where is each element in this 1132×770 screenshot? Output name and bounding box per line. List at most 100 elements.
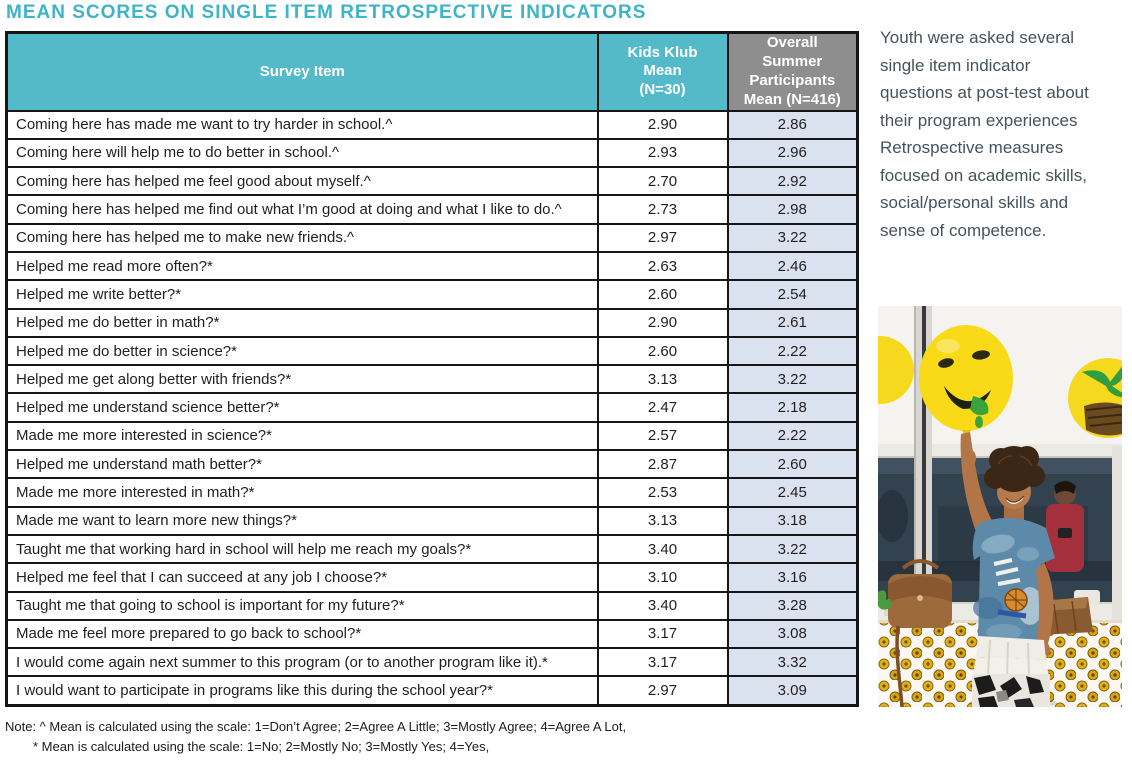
survey-item-cell: Helped me feel that I can succeed at any… — [5, 562, 599, 593]
kids-klub-mean-cell: 3.17 — [596, 618, 729, 650]
table-row: Taught me that going to school is import… — [5, 590, 859, 621]
kids-klub-mean-cell: 3.40 — [596, 533, 729, 565]
sidebar-line: sense of competence. — [880, 220, 1047, 240]
kids-klub-mean-cell: 2.97 — [596, 222, 729, 253]
survey-item-cell: Helped me get along better with friends?… — [5, 364, 599, 395]
survey-item-cell: Coming here has helped me to make new fr… — [5, 222, 599, 253]
overall-mean-cell: 3.28 — [726, 590, 859, 621]
overall-mean-cell: 2.61 — [726, 307, 859, 338]
kids-klub-mean-cell: 2.97 — [596, 675, 729, 707]
survey-item-cell: Helped me read more often?* — [5, 250, 599, 282]
overall-mean-cell: 2.60 — [726, 449, 859, 480]
footnote-asterisk-scale: * Mean is calculated using the scale: 1=… — [33, 739, 490, 754]
emoji-balloon-main — [919, 325, 1013, 438]
overall-mean-cell: 3.22 — [726, 364, 859, 395]
sidebar-paragraph: Youth were asked several single item ind… — [880, 24, 1125, 244]
table-row: Helped me do better in science?* 2.60 2.… — [5, 335, 859, 367]
table-row: Helped me get along better with friends?… — [5, 364, 859, 395]
sidebar-line: questions at post-test about — [880, 83, 1089, 102]
table-row: Coming here has helped me find out what … — [5, 194, 859, 225]
kids-klub-mean-cell: 2.90 — [596, 109, 729, 140]
kids-klub-mean-cell: 2.73 — [596, 194, 729, 225]
overall-mean-cell: 3.22 — [726, 533, 859, 565]
overall-mean-cell: 2.86 — [726, 109, 859, 140]
table-row: Made me more interested in science?* 2.5… — [5, 420, 859, 452]
survey-item-cell: Taught me that working hard in school wi… — [5, 533, 599, 565]
overall-mean-cell: 2.22 — [726, 335, 859, 367]
overall-mean-cell: 2.98 — [726, 194, 859, 225]
kids-klub-mean-cell: 2.57 — [596, 420, 729, 452]
survey-item-cell: Helped me understand science better?* — [5, 392, 599, 423]
sidebar-line: focused on academic skills, — [880, 165, 1087, 185]
header-survey-item: Survey Item — [5, 31, 599, 112]
table-row: I would come again next summer to this p… — [5, 647, 859, 678]
kids-klub-mean-cell: 3.17 — [596, 647, 729, 678]
table-row: Coming here has made me want to try hard… — [5, 109, 859, 140]
sidebar-line: social/personal skills and — [880, 193, 1069, 212]
overall-mean-cell: 2.45 — [726, 477, 859, 508]
header-survey-item-label: Survey Item — [259, 63, 345, 81]
table-row: Made me more interested in math?* 2.53 2… — [5, 477, 859, 508]
survey-item-cell: Coming here will help me to do better in… — [5, 137, 599, 169]
table-row: Helped me understand science better?* 2.… — [5, 392, 859, 423]
kids-klub-mean-cell: 2.90 — [596, 307, 729, 338]
header-kids-klub-mean: Kids Klub Mean (N=30) — [596, 31, 729, 112]
overall-mean-cell: 3.09 — [726, 675, 859, 707]
overall-mean-cell: 2.22 — [726, 420, 859, 452]
window-reflection-person — [1046, 481, 1084, 572]
sidebar-line: Youth were asked several — [880, 28, 1075, 47]
survey-item-cell: Taught me that going to school is import… — [5, 590, 599, 621]
overall-mean-cell: 2.96 — [726, 137, 859, 169]
kids-klub-mean-cell: 2.70 — [596, 166, 729, 197]
scores-table: Survey Item Kids Klub Mean (N=30) Overal… — [5, 31, 859, 707]
table-row: Helped me read more often?* 2.63 2.46 — [5, 250, 859, 282]
table-header: Survey Item Kids Klub Mean (N=30) Overal… — [5, 31, 859, 112]
survey-item-cell: Made me more interested in math?* — [5, 477, 599, 508]
kids-klub-mean-cell: 3.13 — [596, 505, 729, 536]
overall-mean-cell: 3.22 — [726, 222, 859, 253]
table-row: I would want to participate in programs … — [5, 675, 859, 707]
kids-klub-mean-cell: 2.53 — [596, 477, 729, 508]
table-row: Made me feel more prepared to go back to… — [5, 618, 859, 650]
header-overall-mean: Overall Summer Participants Mean (N=416) — [726, 31, 859, 112]
table-row: Coming here has helped me to make new fr… — [5, 222, 859, 253]
survey-item-cell: Helped me do better in math?* — [5, 307, 599, 338]
table-row: Helped me write better?* 2.60 2.54 — [5, 279, 859, 310]
overall-mean-cell: 3.32 — [726, 647, 859, 678]
kids-klub-mean-cell: 3.10 — [596, 562, 729, 593]
overall-mean-cell: 3.08 — [726, 618, 859, 650]
survey-item-cell: I would come again next summer to this p… — [5, 647, 599, 678]
header-kids-klub-label: Kids Klub Mean (N=30) — [627, 43, 698, 99]
kids-klub-mean-cell: 2.60 — [596, 279, 729, 310]
kids-klub-mean-cell: 2.93 — [596, 137, 729, 169]
left-arm — [1036, 562, 1054, 646]
afro-hair — [984, 446, 1045, 492]
overall-mean-cell: 3.16 — [726, 562, 859, 593]
kids-klub-mean-cell: 2.87 — [596, 449, 729, 480]
survey-item-cell: Made me want to learn more new things?* — [5, 505, 599, 536]
balloon-left-partial — [878, 336, 914, 404]
survey-item-cell: Made me feel more prepared to go back to… — [5, 618, 599, 650]
overall-mean-cell: 3.18 — [726, 505, 859, 536]
overall-mean-cell: 2.92 — [726, 166, 859, 197]
shorts — [972, 636, 1050, 707]
header-row: Survey Item Kids Klub Mean (N=30) Overal… — [5, 31, 859, 112]
kids-klub-mean-cell: 3.40 — [596, 590, 729, 621]
table-row: Helped me understand math better?* 2.87 … — [5, 449, 859, 480]
table-row: Taught me that working hard in school wi… — [5, 533, 859, 565]
survey-item-cell: Helped me do better in science?* — [5, 335, 599, 367]
table-body: Coming here has made me want to try hard… — [5, 109, 859, 707]
kids-klub-mean-cell: 2.63 — [596, 250, 729, 282]
sidebar-line: single item indicator — [880, 55, 1031, 75]
table-row: Coming here has helped me feel good abou… — [5, 166, 859, 197]
page-title: MEAN SCORES ON SINGLE ITEM RETROSPECTIVE… — [6, 2, 647, 23]
photo-illustration — [878, 306, 1122, 707]
palm-balloon-right — [1068, 358, 1122, 438]
header-overall-label: Overall Summer Participants Mean (N=416) — [743, 34, 841, 108]
table-row: Made me want to learn more new things?* … — [5, 505, 859, 536]
overall-mean-cell: 2.18 — [726, 392, 859, 423]
kids-klub-mean-cell: 2.60 — [596, 335, 729, 367]
shirt-graphic — [993, 558, 1028, 619]
survey-item-cell: Helped me understand math better?* — [5, 449, 599, 480]
